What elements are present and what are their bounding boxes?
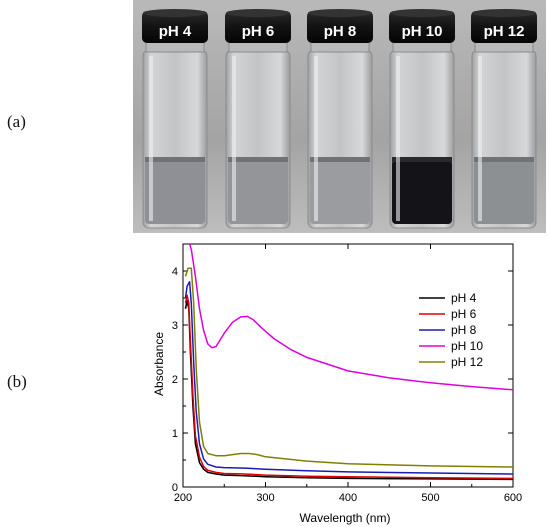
vial-highlight [396, 56, 400, 221]
legend-label: pH 6 [451, 307, 477, 321]
vial-label: pH 10 [402, 23, 443, 40]
panel-a-label: (a) [7, 112, 26, 131]
vial-label: pH 8 [324, 23, 357, 40]
legend-label: pH 10 [451, 339, 483, 353]
series-line-3 [184, 281, 513, 475]
vial-5: pH 12 [471, 9, 537, 229]
series-line-2 [184, 294, 513, 480]
vial-cap [471, 11, 537, 43]
vial-meniscus [310, 157, 370, 162]
legend-label: pH 4 [451, 291, 477, 305]
vial-4: pH 10 [389, 9, 455, 229]
vial-cap [307, 11, 373, 43]
vial-meniscus [228, 157, 288, 162]
x-tick-label: 400 [339, 492, 357, 504]
vial-highlight [149, 56, 153, 221]
vial-1: pH 4 [142, 9, 208, 229]
vial-meniscus [145, 157, 205, 162]
vial-cap-top [390, 9, 454, 17]
vial-cap-top [226, 9, 290, 17]
vial-label: pH 12 [484, 23, 525, 40]
vial-liquid [474, 160, 534, 224]
vials-photo: pH 4 pH 6 pH 8 pH 10 pH 12 [133, 0, 546, 233]
vial-liquid [228, 160, 288, 224]
vial-cap [389, 11, 455, 43]
y-tick-label: 4 [172, 266, 178, 278]
vial-meniscus [392, 157, 452, 162]
vial-meniscus [474, 157, 534, 162]
panel-b-label: (b) [7, 372, 27, 391]
series-line-5 [184, 267, 513, 468]
vial-liquid [145, 160, 205, 224]
vial-cap [142, 11, 208, 43]
x-axis-label: Wavelength (nm) [300, 511, 391, 525]
vial-highlight [314, 56, 318, 221]
y-tick-label: 1 [172, 428, 178, 440]
vial-cap-top [308, 9, 372, 17]
x-tick-label: 500 [421, 492, 439, 504]
vial-label: pH 6 [242, 23, 275, 40]
vial-2: pH 6 [225, 9, 291, 229]
vial-liquid [392, 160, 452, 224]
vial-3: pH 8 [307, 9, 373, 229]
y-tick-label: 3 [172, 320, 178, 332]
y-tick-label: 0 [172, 482, 178, 494]
x-tick-label: 600 [504, 492, 522, 504]
series-line-4 [188, 244, 513, 391]
vial-liquid [310, 160, 370, 224]
legend-label: pH 8 [451, 323, 477, 337]
y-tick-label: 2 [172, 374, 178, 386]
vial-cap-top [472, 9, 536, 17]
x-tick-label: 300 [256, 492, 274, 504]
vial-label: pH 4 [159, 23, 192, 40]
vial-highlight [478, 56, 482, 221]
absorbance-chart: 200 300 400 500 600 0 1 2 3 4 pH 4 pH 6 pH 8 pH 10 pH … [152, 243, 522, 525]
vial-cap-top [143, 9, 207, 17]
vial-cap [225, 11, 291, 43]
y-axis-label: Absorbance [152, 332, 166, 396]
legend-label: pH 12 [451, 355, 483, 369]
x-tick-label: 200 [174, 492, 192, 504]
vial-highlight [232, 56, 236, 221]
